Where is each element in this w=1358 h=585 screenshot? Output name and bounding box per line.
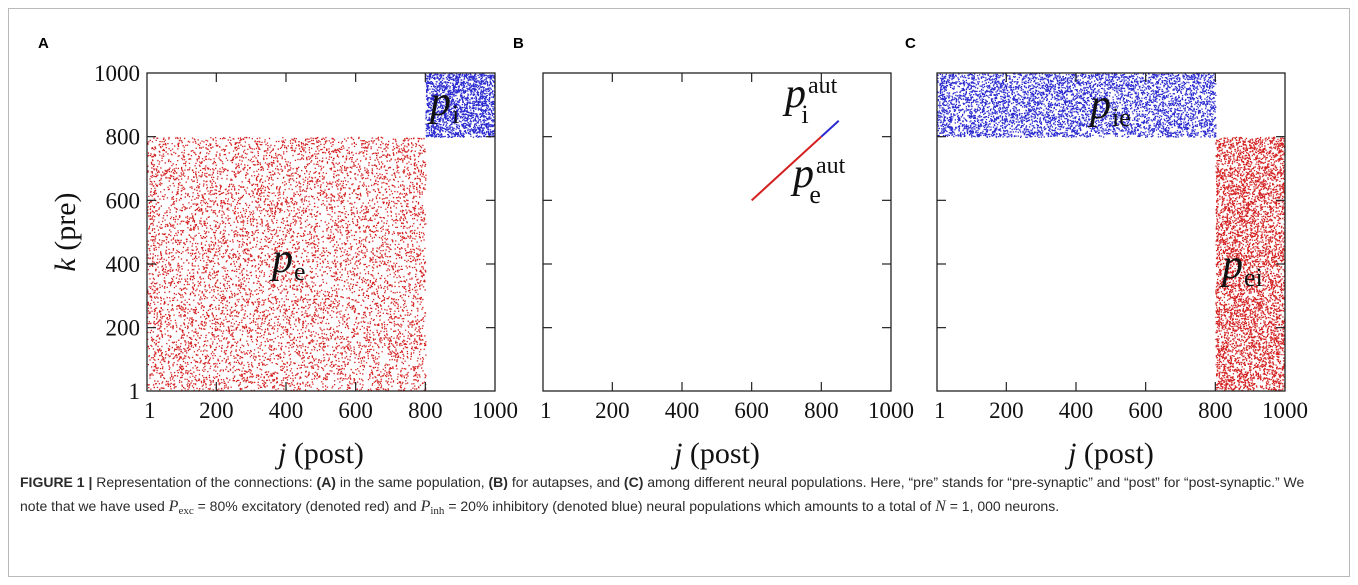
y-tick-label: 600 xyxy=(106,188,141,213)
y-tick-label: 800 xyxy=(106,125,141,150)
y-axis-label: k (pre) xyxy=(49,192,82,271)
y-tick-label: 1 xyxy=(129,379,141,404)
caption-ref-c: (C) xyxy=(623,474,644,490)
x-tick-label: 200 xyxy=(989,398,1024,423)
x-tick-label: 1000 xyxy=(1262,398,1308,423)
caption-ref-b: (B) xyxy=(488,474,508,490)
scatter-regions xyxy=(937,73,1285,391)
region-label-ei: pei xyxy=(1219,242,1263,292)
series-line-e xyxy=(750,135,823,202)
panel-letter-c: C xyxy=(905,35,916,52)
panel-letter-b: B xyxy=(513,35,524,52)
scatter-region-ie xyxy=(937,73,1217,138)
panel-letter-a: A xyxy=(38,35,49,52)
caption-pinh-sub: inh xyxy=(430,505,445,517)
caption-text-7: neurons. xyxy=(1000,498,1060,514)
x-tick-label: 400 xyxy=(665,398,700,423)
caption-ref-a: (A) xyxy=(316,474,336,490)
x-axis-label: j (post) xyxy=(1064,437,1154,470)
caption-n-value: = 1, 000 xyxy=(945,498,1001,514)
caption-n-var: N xyxy=(935,498,946,515)
x-tick-label: 800 xyxy=(804,398,839,423)
x-tick-label: 400 xyxy=(1059,398,1094,423)
x-tick-label: 600 xyxy=(1128,398,1163,423)
x-tick-label: 1000 xyxy=(868,398,914,423)
scatter-region-ei xyxy=(1215,136,1285,391)
plot-frame xyxy=(936,72,1286,392)
caption-figure-label: FIGURE 1 | xyxy=(20,474,93,490)
caption-text-4: among different neural populations. Here… xyxy=(20,474,1305,514)
x-tick-label: 600 xyxy=(338,398,373,423)
figure-frame xyxy=(8,8,1350,577)
x-tick-label: 200 xyxy=(199,398,234,423)
x-tick-label: 800 xyxy=(408,398,443,423)
y-tick-label: 400 xyxy=(106,252,141,277)
region-label-e: paut e xyxy=(790,151,846,209)
caption-text-5: excitatory (denoted red) and xyxy=(237,498,421,514)
region-label-ie: pie xyxy=(1087,82,1131,132)
caption-pinh-var: P xyxy=(420,498,431,515)
caption-text-3: for autapses, and xyxy=(507,474,624,490)
x-tick-label: 800 xyxy=(1198,398,1233,423)
region-label-i: paut i xyxy=(782,71,838,129)
x-tick-label: 1 xyxy=(144,398,156,423)
y-tick-label: 200 xyxy=(106,316,141,341)
caption-pinh-value: = 20% xyxy=(444,498,489,514)
x-axis-label: j (post) xyxy=(274,437,364,470)
plot-frame xyxy=(542,72,892,392)
caption-pexc-value: = 80% xyxy=(193,498,238,514)
plot-frame xyxy=(146,72,496,392)
caption-pexc-sub: exc xyxy=(178,505,194,517)
x-tick-label: 400 xyxy=(269,398,304,423)
series-line-i xyxy=(820,120,840,138)
scatter-region-i xyxy=(425,73,495,138)
x-tick-label: 200 xyxy=(595,398,630,423)
x-tick-label: 1000 xyxy=(472,398,518,423)
panel-c: C 1 200 400 600 800 1000 j (post) pie pei xyxy=(905,35,1308,470)
scatter-regions xyxy=(147,73,495,391)
panel-b: B 1 200 400 600 800 1000 j (post) paut e paut i xyxy=(513,35,914,470)
caption-pexc-var: P xyxy=(168,498,179,515)
x-tick-label: 600 xyxy=(734,398,769,423)
caption-text-1: Representation of the connections: xyxy=(92,474,317,490)
y-tick-label: 1000 xyxy=(94,61,140,86)
x-axis-label: j (post) xyxy=(670,437,760,470)
scatter-region-e xyxy=(147,136,427,391)
region-label-e: pe xyxy=(269,236,306,286)
figure-caption: FIGURE 1 | Representation of the connect… xyxy=(20,470,1330,523)
region-label-i: pi xyxy=(427,79,459,129)
x-tick-label: 1 xyxy=(934,398,946,423)
caption-text-6: inhibitory (denoted blue) neural populat… xyxy=(488,498,936,514)
caption-text-2: in the same population, xyxy=(335,474,489,490)
x-tick-label: 1 xyxy=(540,398,552,423)
